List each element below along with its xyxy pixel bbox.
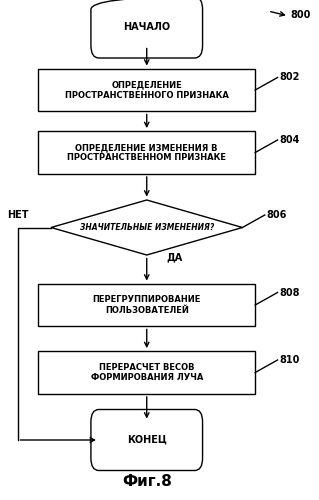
Text: 804: 804: [279, 135, 300, 145]
Text: ПЕРЕРАСЧЕТ ВЕСОВ
ФОРМИРОВАНИЯ ЛУЧА: ПЕРЕРАСЧЕТ ВЕСОВ ФОРМИРОВАНИЯ ЛУЧА: [91, 363, 203, 382]
Text: КОНЕЦ: КОНЕЦ: [127, 435, 167, 445]
Text: ПЕРЕГРУППИРОВАНИЕ
ПОЛЬЗОВАТЕЛЕЙ: ПЕРЕГРУППИРОВАНИЕ ПОЛЬЗОВАТЕЛЕЙ: [93, 296, 201, 314]
Bar: [38, 284, 255, 326]
Text: Фиг.8: Фиг.8: [122, 474, 172, 488]
Bar: [38, 68, 255, 112]
Text: НАЧАЛО: НАЧАЛО: [123, 22, 170, 32]
Text: ЗНАЧИТЕЛЬНЫЕ ИЗМЕНЕНИЯ?: ЗНАЧИТЕЛЬНЫЕ ИЗМЕНЕНИЯ?: [80, 223, 214, 232]
Text: 800: 800: [290, 10, 311, 20]
Text: ОПРЕДЕЛЕНИЕ ИЗМЕНЕНИЯ В
ПРОСТРАНСТВЕННОМ ПРИЗНАКЕ: ОПРЕДЕЛЕНИЕ ИЗМЕНЕНИЯ В ПРОСТРАНСТВЕННОМ…: [67, 143, 226, 162]
Bar: [38, 351, 255, 394]
Text: ОПРЕДЕЛЕНИЕ
ПРОСТРАНСТВЕННОГО ПРИЗНАКА: ОПРЕДЕЛЕНИЕ ПРОСТРАНСТВЕННОГО ПРИЗНАКА: [65, 80, 229, 100]
Text: 806: 806: [266, 210, 287, 220]
Text: 810: 810: [279, 355, 300, 365]
Text: НЕТ: НЕТ: [7, 210, 28, 220]
Text: 808: 808: [279, 288, 300, 298]
Bar: [38, 131, 255, 174]
Text: ДА: ДА: [166, 252, 182, 262]
Text: 802: 802: [279, 72, 300, 83]
